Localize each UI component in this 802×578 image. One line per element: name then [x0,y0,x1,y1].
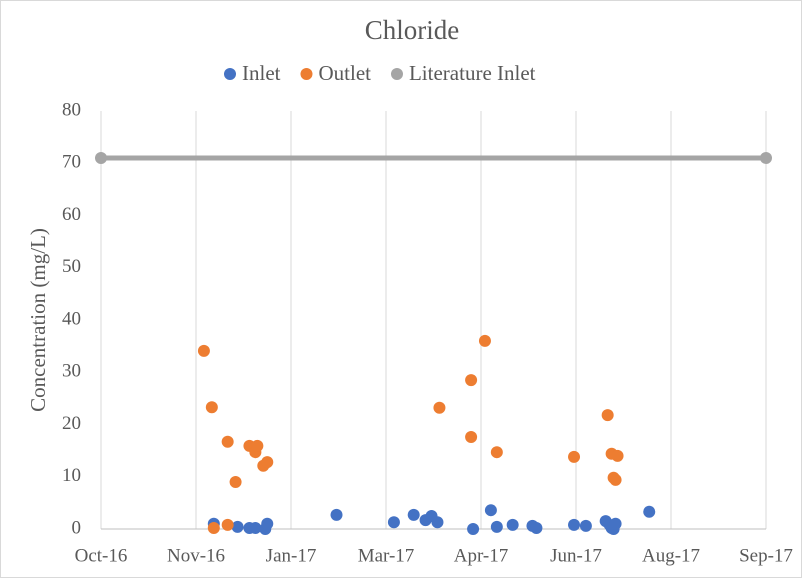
data-point [205,401,218,414]
data-point [229,475,242,488]
data-point [330,508,343,521]
data-point [251,439,264,452]
data-point [568,518,581,531]
data-point [609,517,622,530]
y-tick-label: 0 [72,517,82,538]
legend-marker [224,68,236,80]
data-point [431,516,444,529]
data-point [579,519,592,532]
data-point [221,518,234,531]
y-tick-label: 70 [62,152,81,173]
legend-marker [300,68,313,80]
data-point [465,431,478,444]
y-tick-label: 20 [62,413,81,434]
x-tick-label: Nov-16 [167,545,225,566]
y-tick-label: 50 [62,256,81,277]
data-point [261,517,274,530]
data-point [261,456,274,469]
data-point [490,446,503,459]
data-point [490,520,503,533]
data-point [221,435,234,448]
x-tick-label: Sep-17 [739,545,793,566]
data-point [568,450,581,463]
y-tick-label: 80 [62,99,81,120]
data-point [433,401,446,414]
data-point [407,508,420,521]
x-tick-label: Oct-16 [75,545,128,566]
x-tick-label: Apr-17 [454,545,509,566]
data-point [467,523,480,535]
y-tick-label: 10 [62,465,81,486]
data-point [249,521,262,534]
x-tick-label: Jun-17 [550,545,602,566]
data-point [506,518,519,531]
data-point [601,409,614,422]
data-point [643,505,656,518]
legend-label: Outlet [318,61,371,85]
chart-title: Chloride [365,15,460,45]
legend-label: Inlet [242,61,281,85]
y-axis-label: Concentration (mg/L) [26,228,50,412]
data-point [387,516,400,529]
data-point [609,473,622,486]
data-point [197,344,210,357]
data-point [95,152,107,165]
data-point [207,521,220,534]
x-tick-label: Mar-17 [358,545,415,566]
data-point [478,334,491,347]
y-tick-label: 40 [62,308,81,329]
data-point [231,520,244,533]
legend-marker [390,68,403,80]
x-tick-label: Aug-17 [642,545,700,566]
data-point [760,152,772,165]
data-point [465,374,478,387]
data-point [530,521,543,534]
data-point [484,504,497,517]
x-tick-label: Jan-17 [266,545,317,566]
data-point [611,449,624,462]
legend-label: Literature Inlet [409,61,536,85]
y-tick-label: 60 [62,204,81,225]
y-tick-label: 30 [62,361,81,382]
